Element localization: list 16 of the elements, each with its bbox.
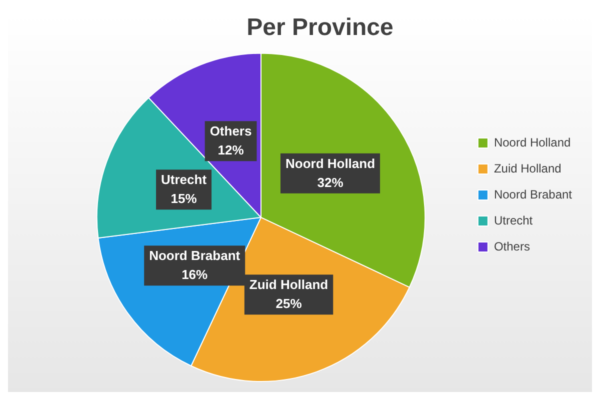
slice-label: Noord Holland [285, 156, 376, 172]
data-label: 16% [182, 267, 208, 282]
data-label: 32% [317, 175, 344, 190]
data-label: 12% [218, 142, 244, 158]
slice-label: Utrecht [161, 172, 208, 188]
legend-label: Zuid Holland [494, 161, 562, 176]
data-label: 15% [170, 191, 198, 206]
legend-label: Utrecht [494, 213, 534, 228]
data-label: 25% [276, 296, 302, 312]
slice-label: Others [210, 124, 252, 139]
legend-label: Noord Holland [494, 135, 571, 150]
slice-label: Zuid Holland [249, 277, 328, 292]
legend-label: Noord Brabant [494, 187, 573, 202]
chart-title: Per Province [246, 14, 394, 42]
legend-label: Others [494, 239, 530, 254]
slice-label: Noord Brabant [149, 248, 241, 264]
